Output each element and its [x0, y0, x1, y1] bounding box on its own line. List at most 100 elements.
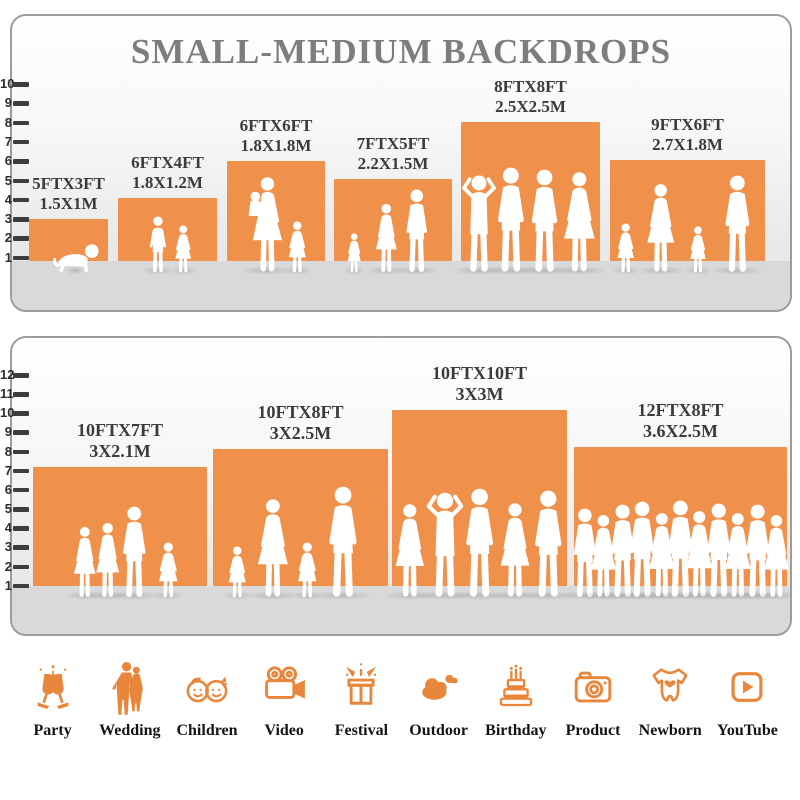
scale-tick: [13, 487, 29, 493]
person-silhouette-woman: [371, 203, 402, 273]
size-m-text: 3X3M: [455, 383, 504, 404]
scale-tick: [13, 373, 29, 378]
size-ft-text: 10FTX10FT: [431, 362, 528, 383]
panel-medium: 10FTX7FT 3X2.1M 10FTX8FT 3X2.5M 10FTX10FT 3X3…: [10, 336, 792, 636]
children-icon: [178, 658, 236, 716]
category-item-festival: Festival: [323, 658, 400, 740]
birthday-icon: [487, 658, 545, 716]
scale-number: 7: [4, 133, 12, 149]
person-silhouette-boy: [145, 216, 171, 273]
scale-tick: [13, 82, 29, 87]
figure-shadow: [366, 266, 406, 275]
figure-shadow: [222, 591, 253, 600]
figure-shadow: [311, 591, 374, 600]
figure-shadow: [393, 266, 441, 275]
scale-number: 2: [4, 558, 12, 574]
feet-scale-bottom: 12 11 10 9 8 7 6 5 4 3 2 1: [0, 0, 40, 800]
scale-tick: [13, 392, 29, 397]
figure-shadow: [675, 591, 725, 600]
scale-number: 1: [4, 577, 12, 593]
scale-tick: [13, 217, 29, 222]
figure-shadow: [487, 591, 542, 600]
category-label: Outdoor: [409, 722, 468, 739]
person-silhouette-girl: [686, 226, 710, 273]
person-silhouette-girl: [171, 225, 195, 273]
figure-shadow: [65, 266, 84, 275]
scale-number: 8: [4, 114, 12, 130]
figure-shadow: [550, 266, 608, 275]
bar-size-label: 10FTX7FT 3X2.1M: [77, 420, 163, 462]
category-item-youtube: YouTube: [709, 658, 786, 740]
backdrop-bar: [33, 467, 207, 586]
size-ft-text: 12FTX8FT: [637, 399, 724, 420]
category-label: Party: [33, 722, 72, 739]
scale-tick: [13, 545, 29, 550]
category-label: Birthday: [485, 722, 547, 739]
figure-shadow: [685, 266, 712, 275]
bar-size-label: 7FTX5FT 2.2X1.5M: [357, 134, 430, 174]
figure-shadow: [637, 591, 686, 600]
scale-number: 1: [4, 249, 12, 265]
scale-number: 2: [4, 230, 12, 246]
figure-shadow: [86, 591, 130, 600]
category-label: Children: [176, 722, 238, 739]
category-item-children: Children: [168, 658, 245, 740]
person-silhouette-woman: [641, 183, 680, 273]
size-m-text: 2.7X1.8M: [652, 134, 723, 154]
figure-shadow: [615, 591, 670, 600]
figure-shadow: [451, 266, 508, 275]
size-ft-text: 7FTX5FT: [356, 133, 430, 153]
scale-tick: [13, 159, 29, 164]
figure-shadow: [635, 266, 687, 275]
scale-number: 4: [4, 191, 12, 207]
scale-tick: [13, 507, 29, 512]
category-label: Product: [565, 722, 621, 739]
scale-number: 7: [4, 462, 12, 478]
category-label: Wedding: [99, 722, 161, 739]
figure-shadow: [108, 591, 160, 600]
person-silhouette-man: [719, 175, 756, 273]
newborn-icon: [641, 658, 699, 716]
bar-size-label: 5FTX3FT 1.5X1M: [32, 174, 105, 214]
figure-shadow: [65, 591, 106, 600]
person-silhouette-woman: [557, 171, 602, 273]
size-ft-text: 10FTX7FT: [76, 419, 164, 440]
size-m-text: 1.5X1M: [39, 193, 98, 213]
scale-number: 11: [0, 386, 14, 402]
person-silhouette-woman: [758, 514, 792, 598]
figure-shadow: [692, 591, 746, 600]
figure-shadow: [611, 266, 640, 275]
scale-number: 8: [4, 443, 12, 459]
scale-tick: [13, 236, 29, 241]
category-item-product: Product: [554, 658, 631, 740]
size-m-text: 3X2.5M: [269, 422, 332, 443]
feet-scale-top: 10 9 8 7 6 5 4 3 2 1: [0, 0, 40, 800]
scale-number: 9: [4, 424, 12, 440]
wedding-icon: [101, 658, 159, 716]
size-m-text: 2.5X2.5M: [495, 96, 566, 116]
scale-tick: [13, 197, 29, 203]
scale-tick: [13, 139, 29, 145]
scale-number: 10: [0, 76, 15, 91]
scale-tick: [13, 411, 29, 416]
panel-small-medium: SMALL-MEDIUM BACKDROPS 5FTX3FT 1.5X1M 6FTX…: [10, 14, 792, 312]
category-row: Party Wedding Children Video Festival Outdoor…: [14, 658, 786, 768]
figure-shadow: [596, 591, 650, 600]
scale-tick: [13, 449, 29, 455]
scale-number: 4: [4, 520, 12, 536]
figure-shadow: [141, 266, 174, 275]
person-silhouette-womanchild: [242, 176, 291, 273]
figure-shadow: [239, 266, 294, 275]
size-m-text: 1.8X1.8M: [240, 135, 312, 155]
size-ft-text: 9FTX6FT: [651, 114, 724, 134]
scale-tick: [13, 101, 29, 106]
bar-size-label: 10FTX8FT 3X2.5M: [257, 402, 343, 444]
bar-size-label: 9FTX6FT 2.7X1.8M: [651, 115, 724, 155]
category-item-wedding: Wedding: [91, 658, 168, 740]
panel-floor: [12, 261, 790, 310]
category-item-outdoor: Outdoor: [400, 658, 477, 740]
size-ft-text: 8FTX8FT: [494, 76, 567, 96]
figure-shadow: [481, 266, 541, 275]
scale-number: 5: [4, 501, 12, 517]
